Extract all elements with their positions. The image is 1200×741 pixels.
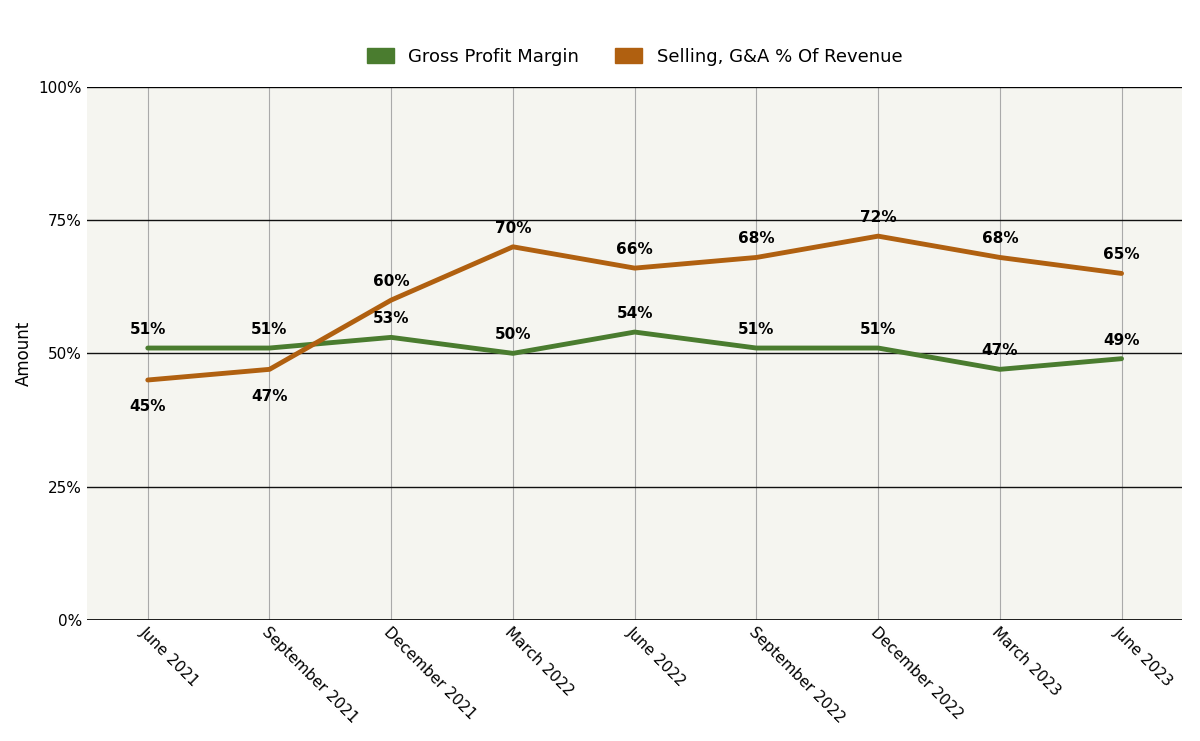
Legend: Gross Profit Margin, Selling, G&A % Of Revenue: Gross Profit Margin, Selling, G&A % Of R…	[367, 48, 902, 66]
Text: 51%: 51%	[860, 322, 896, 337]
Text: 68%: 68%	[982, 231, 1018, 246]
Text: 51%: 51%	[130, 322, 166, 337]
Text: 53%: 53%	[373, 311, 409, 326]
Y-axis label: Amount: Amount	[14, 321, 32, 386]
Text: 65%: 65%	[1103, 247, 1140, 262]
Text: 68%: 68%	[738, 231, 775, 246]
Text: 51%: 51%	[738, 322, 774, 337]
Text: 60%: 60%	[373, 274, 409, 289]
Text: 49%: 49%	[1103, 333, 1140, 348]
Text: 51%: 51%	[251, 322, 288, 337]
Text: 66%: 66%	[617, 242, 653, 257]
Text: 47%: 47%	[982, 343, 1018, 358]
Text: 47%: 47%	[251, 389, 288, 404]
Text: 50%: 50%	[494, 328, 532, 342]
Text: 45%: 45%	[130, 399, 166, 414]
Text: 70%: 70%	[494, 221, 532, 236]
Text: 72%: 72%	[859, 210, 896, 225]
Text: 54%: 54%	[617, 306, 653, 321]
